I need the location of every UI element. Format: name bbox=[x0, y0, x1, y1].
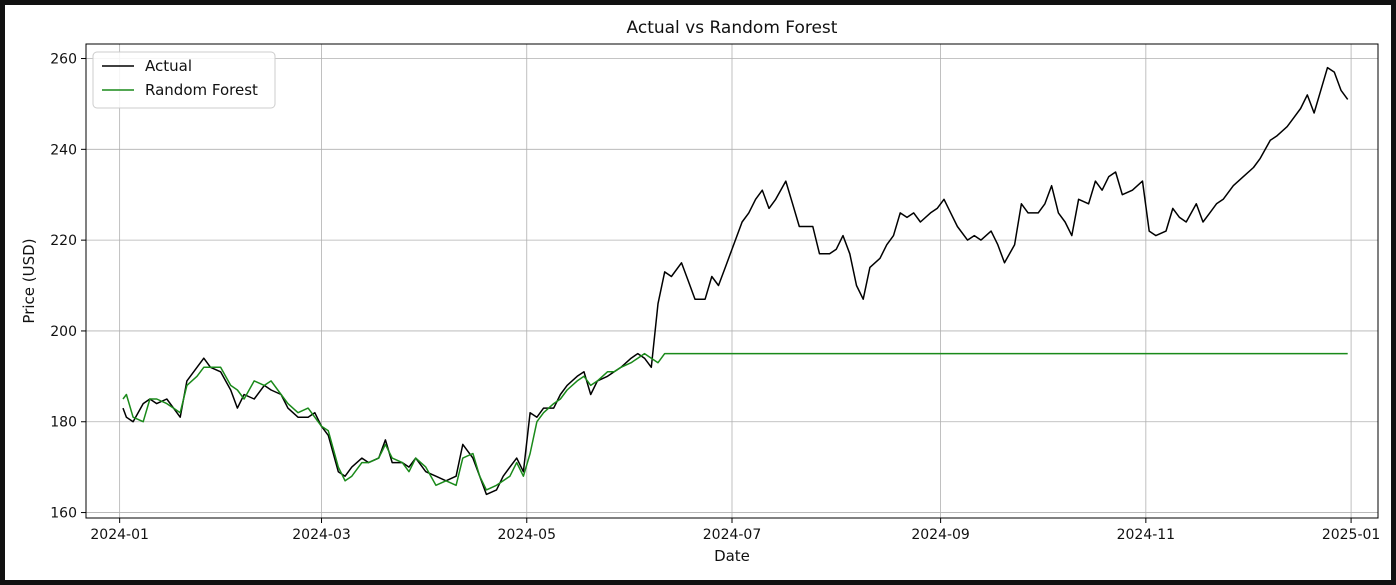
series-lines bbox=[122, 66, 1349, 496]
series-line-actual bbox=[122, 66, 1349, 496]
y-axis-label: Price (USD) bbox=[20, 238, 38, 323]
x-tick-label: 2025-01 bbox=[1322, 527, 1381, 543]
y-tick-label: 200 bbox=[50, 324, 77, 340]
x-tick-label: 2024-05 bbox=[498, 527, 557, 543]
x-tick-label: 2024-01 bbox=[90, 527, 149, 543]
y-tick-label: 160 bbox=[50, 506, 77, 522]
y-tick-label: 240 bbox=[50, 142, 77, 158]
legend-label-actual: Actual bbox=[145, 57, 192, 75]
x-axis-label: Date bbox=[714, 547, 750, 565]
x-tick-label: 2024-11 bbox=[1117, 527, 1176, 543]
legend-box bbox=[92, 51, 276, 109]
y-tick-label: 180 bbox=[50, 415, 77, 431]
chart-title: Actual vs Random Forest bbox=[627, 18, 838, 38]
x-tick-label: 2024-03 bbox=[292, 527, 351, 543]
legend: Actual Random Forest bbox=[92, 51, 276, 109]
x-tick-label: 2024-09 bbox=[911, 527, 970, 543]
axis-ticks: 2024-01 2024-03 2024-05 2024-07 2024-09 2024-… bbox=[50, 52, 1380, 543]
y-tick-label: 260 bbox=[50, 52, 77, 68]
legend-label-random-forest: Random Forest bbox=[145, 81, 258, 99]
series-line-random-forest bbox=[122, 352, 1348, 491]
x-tick-label: 2024-07 bbox=[703, 527, 762, 543]
y-tick-label: 220 bbox=[50, 233, 77, 249]
